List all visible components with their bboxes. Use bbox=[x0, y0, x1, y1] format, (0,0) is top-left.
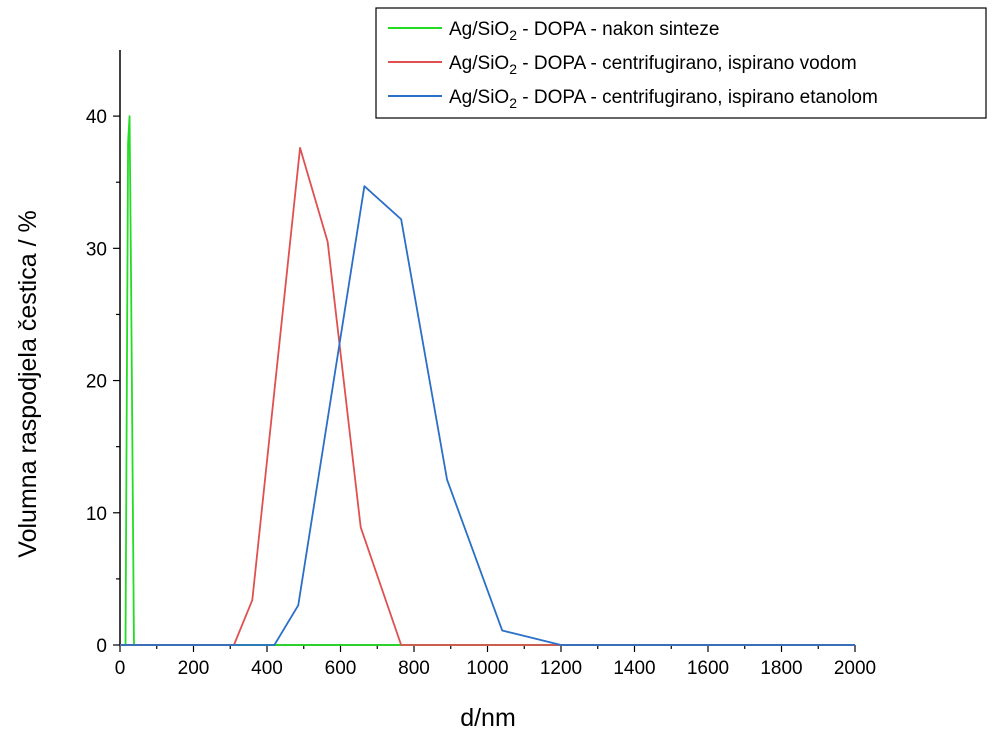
x-axis-title: d/nm bbox=[460, 704, 516, 732]
x-tick-label: 0 bbox=[115, 658, 126, 679]
axes: 0 200 400 600 800 1000 1200 1400 1600 1800 2000 0 10… bbox=[86, 50, 876, 679]
x-tick-label: 400 bbox=[251, 658, 283, 679]
series-layer bbox=[120, 115, 855, 646]
series-line-3 bbox=[120, 185, 855, 646]
x-tick-label: 1000 bbox=[466, 658, 508, 679]
x-tick-label: 1400 bbox=[613, 658, 655, 679]
x-tick-label: 1800 bbox=[760, 658, 802, 679]
x-tick-label: 200 bbox=[178, 658, 210, 679]
y-tick-label: 10 bbox=[86, 504, 107, 525]
legend-label-2: Ag/SiO2 - DOPA - centrifugirano, ispiran… bbox=[449, 53, 857, 77]
series-line-2 bbox=[120, 146, 855, 646]
legend-label-3: Ag/SiO2 - DOPA - centrifugirano, ispiran… bbox=[449, 87, 878, 111]
x-tick-label: 600 bbox=[325, 658, 357, 679]
x-tick-label: 2000 bbox=[834, 658, 876, 679]
y-tick-label: 30 bbox=[86, 239, 107, 260]
series-line-1 bbox=[120, 115, 855, 646]
x-tick-label: 1600 bbox=[687, 658, 729, 679]
x-tick-label: 800 bbox=[398, 658, 430, 679]
x-tick-label: 1200 bbox=[540, 658, 582, 679]
y-tick-label: 0 bbox=[96, 636, 107, 657]
y-tick-label: 40 bbox=[86, 107, 107, 128]
legend-box bbox=[375, 7, 987, 119]
y-tick-label: 20 bbox=[86, 372, 107, 393]
legend-label-1: Ag/SiO2 - DOPA - nakon sinteze bbox=[449, 19, 719, 43]
legend: Ag/SiO2 - DOPA - nakon sinteze Ag/SiO2 - … bbox=[375, 7, 987, 119]
y-axis-title: Volumna raspodjela čestica / % bbox=[14, 210, 42, 557]
